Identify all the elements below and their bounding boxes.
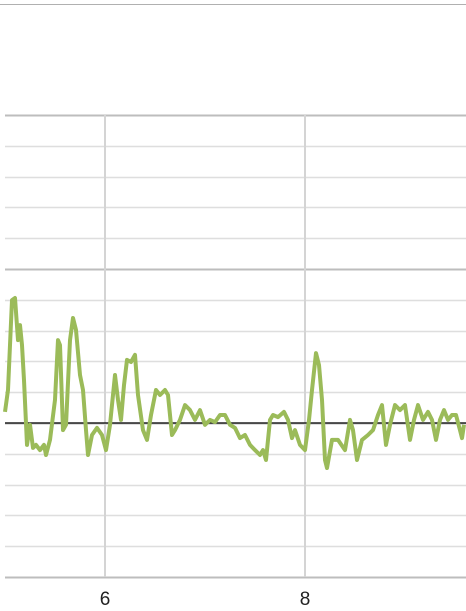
x-tick-label: 8 [300,589,311,610]
x-tick-label: 6 [100,589,111,610]
data-line [3,296,466,470]
